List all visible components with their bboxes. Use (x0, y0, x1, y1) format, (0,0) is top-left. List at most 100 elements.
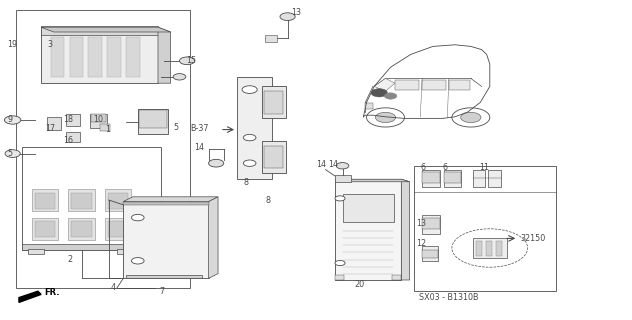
Polygon shape (363, 45, 490, 118)
Bar (392, 275, 401, 280)
Text: 6: 6 (421, 163, 426, 172)
Polygon shape (209, 197, 218, 278)
Text: 11: 11 (479, 163, 489, 172)
Bar (335, 275, 344, 280)
Text: 19: 19 (8, 40, 18, 49)
Bar (91, 114, 106, 122)
Circle shape (335, 196, 345, 201)
Circle shape (336, 163, 349, 169)
Circle shape (131, 258, 144, 264)
Bar (422, 170, 440, 187)
Bar (90, 114, 107, 128)
Bar (107, 37, 121, 77)
Bar (126, 275, 202, 278)
Bar (476, 241, 482, 256)
Polygon shape (401, 179, 410, 280)
Polygon shape (123, 197, 218, 202)
Text: 2: 2 (67, 255, 72, 264)
Polygon shape (19, 291, 41, 302)
Bar (473, 238, 507, 258)
Bar (88, 37, 102, 77)
Bar (264, 91, 283, 114)
Bar (365, 103, 373, 109)
Bar (68, 218, 95, 240)
Text: 16: 16 (63, 136, 73, 145)
Bar (422, 246, 438, 261)
Bar (139, 110, 167, 128)
Bar (123, 202, 209, 278)
Text: 8: 8 (265, 196, 270, 205)
Bar (70, 37, 83, 77)
Bar (16, 10, 190, 288)
Bar (126, 37, 140, 77)
Bar (117, 249, 133, 254)
Bar (414, 166, 556, 291)
Text: 15: 15 (186, 56, 197, 65)
Bar (422, 218, 440, 229)
Text: 13: 13 (291, 8, 301, 17)
Bar (444, 172, 461, 183)
Bar (105, 189, 131, 211)
Circle shape (461, 112, 481, 123)
Text: 7: 7 (159, 287, 164, 296)
Polygon shape (374, 78, 395, 91)
Circle shape (371, 89, 387, 97)
Circle shape (384, 93, 397, 99)
Text: SX03 - B1310B: SX03 - B1310B (419, 293, 478, 302)
Bar (422, 215, 440, 234)
Bar (335, 175, 351, 182)
Polygon shape (41, 27, 171, 32)
Bar (265, 35, 277, 42)
Circle shape (280, 13, 295, 20)
Text: 32150: 32150 (521, 234, 546, 243)
Polygon shape (335, 179, 410, 182)
Bar (444, 170, 461, 187)
Bar (262, 141, 286, 173)
Text: 9: 9 (8, 116, 13, 124)
Bar (105, 218, 131, 240)
Text: 5: 5 (8, 149, 13, 158)
Bar (422, 250, 438, 258)
Bar (22, 147, 161, 250)
Circle shape (4, 116, 21, 124)
Text: 14: 14 (329, 160, 339, 169)
Circle shape (173, 74, 186, 80)
Text: 8: 8 (243, 178, 248, 187)
Bar (395, 80, 419, 90)
Bar (422, 172, 440, 183)
Text: 6: 6 (442, 163, 447, 172)
Text: 20: 20 (354, 280, 364, 289)
Text: 13: 13 (416, 219, 426, 228)
Text: 12: 12 (416, 239, 426, 248)
Bar (262, 86, 286, 118)
Circle shape (242, 86, 257, 93)
Text: 17: 17 (46, 124, 56, 133)
Bar (473, 170, 485, 187)
Bar (68, 189, 95, 211)
Bar (22, 244, 161, 250)
Bar (486, 241, 492, 256)
Text: 14: 14 (195, 143, 205, 152)
Text: 10: 10 (93, 115, 103, 124)
Circle shape (243, 134, 256, 141)
Text: FR.: FR. (44, 288, 60, 297)
Bar (51, 37, 64, 77)
Bar (123, 202, 209, 205)
Text: 18: 18 (63, 115, 73, 124)
Bar (237, 77, 272, 179)
Bar (422, 80, 446, 90)
Text: 3: 3 (47, 40, 52, 49)
Circle shape (367, 108, 404, 127)
Bar (66, 132, 80, 142)
Bar (47, 117, 61, 130)
Bar (488, 170, 501, 187)
Bar (35, 221, 55, 237)
Circle shape (452, 108, 490, 127)
Bar (335, 179, 401, 280)
Bar (41, 26, 158, 35)
Bar (66, 114, 80, 126)
Bar (41, 27, 158, 83)
Bar (108, 221, 128, 237)
Bar (138, 109, 168, 134)
Bar (108, 193, 128, 209)
